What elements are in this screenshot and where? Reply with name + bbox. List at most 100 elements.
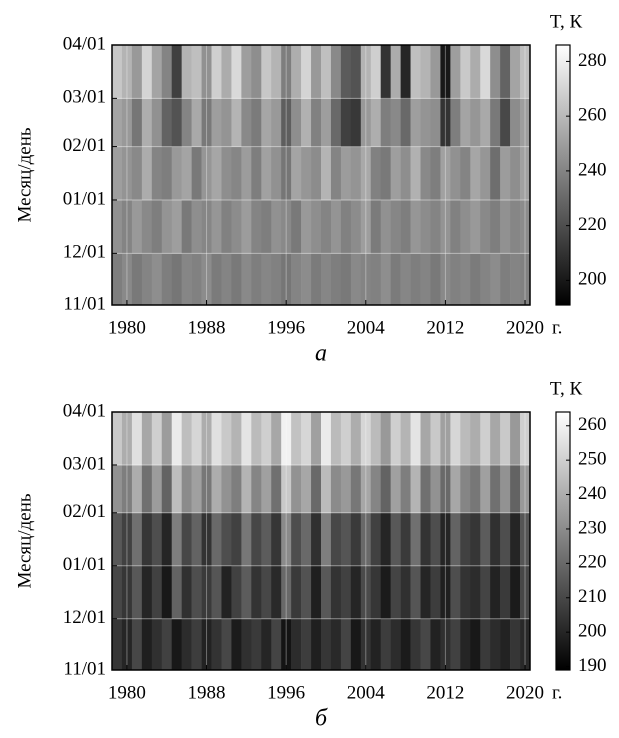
heatmap-cell [141,618,153,671]
colorbar-tick-label: 260 [578,105,607,126]
heatmap-cell [301,565,312,620]
heatmap-cell [201,98,212,147]
heatmap-cell [510,618,521,671]
heatmap-cell [221,512,232,567]
heatmap-cell [191,146,202,201]
heatmap-cell [500,45,511,99]
heatmap-cell [450,512,461,567]
heatmap-cell [520,45,531,99]
heatmap-cell [510,512,521,567]
heatmap-cell [480,146,491,201]
colorbar-tick-label: 230 [578,517,607,538]
heatmap-cell [440,199,451,254]
heatmap-cell [161,199,173,254]
heatmap-cell [360,199,372,254]
heatmap-cell [241,618,252,671]
heatmap-cell [330,199,342,254]
heatmap-cell [131,146,143,201]
heatmap-cell [340,412,352,466]
heatmap-cell [510,199,521,254]
heatmap-cell [510,45,521,99]
colorbar-tick-label: 280 [578,50,607,71]
heatmap-cell [301,45,312,99]
heatmap-cell [360,45,372,99]
heatmap-cell [141,146,153,201]
heatmap-cell [231,146,242,201]
heatmap-cell [291,464,302,514]
x-tick-label: 1988 [188,317,226,338]
heatmap-cell [301,253,312,306]
y-tick-label: 03/01 [63,87,106,108]
heatmap-cell [430,464,441,514]
heatmap-cell [131,253,143,306]
heatmap-cell [131,565,143,620]
heatmap-cell [390,253,401,306]
heatmap-cell [271,199,282,254]
heatmap-cell [131,618,143,671]
heatmap-cell [340,98,352,147]
heatmap-cell [500,512,511,567]
heatmap-cell [330,618,342,671]
heatmap-cell [450,98,461,147]
heatmap-cell [380,464,391,514]
heatmap-cell [271,146,282,201]
heatmap-cell [350,146,362,201]
heatmap-cell [370,45,382,99]
heatmap-cell [191,45,202,99]
heatmap-cell [201,412,212,466]
heatmap-cell [141,512,153,567]
heatmap-cell [191,253,202,306]
heatmap-cell [480,512,491,567]
heatmap-cell [171,464,182,514]
heatmap-cell [281,464,292,514]
heatmap-cell [251,146,262,201]
heatmap-cell [420,98,431,147]
heatmap-cell [520,98,531,147]
heatmap-cell [330,253,342,306]
heatmap-cell [460,45,471,99]
heatmap-cell [311,199,322,254]
heatmap-cell [171,199,182,254]
heatmap-cell [241,565,252,620]
heatmap-cell [161,618,173,671]
heatmap-cell [301,618,312,671]
heatmap-cell [291,146,302,201]
heatmap-cell [470,618,481,671]
heatmap-cell [360,412,372,466]
heatmap-cell [141,412,153,466]
heatmap-cell [181,565,192,620]
heatmap-cell [390,146,401,201]
heatmap-cell [490,618,501,671]
y-tick-label: 03/01 [63,453,106,474]
heatmap-cell [251,618,262,671]
heatmap-cell [350,199,362,254]
heatmap-cell [271,512,282,567]
heatmap-cell [340,146,352,201]
heatmap-cell [400,565,411,620]
heatmap-cell [231,565,242,620]
heatmap-cell [470,412,481,466]
heatmap-cell [201,45,212,99]
heatmap-cell [370,199,382,254]
heatmap-cell [380,253,391,306]
heatmap-cell [370,98,382,147]
colorbar-tick-label: 220 [578,552,607,573]
heatmap-cell [400,618,411,671]
heatmap-cell [400,45,411,99]
heatmap-cell [450,565,461,620]
heatmap-cell [201,146,212,201]
heatmap-cell [181,464,192,514]
heatmap-cell [470,45,481,99]
heatmap-cell [141,464,153,514]
heatmap-cell [211,98,222,147]
x-tick-label: 2020 [506,682,544,703]
heatmap-cell [430,45,441,99]
heatmap-cell [460,512,471,567]
heatmap-cell [231,199,242,254]
heatmap-cell [191,98,202,147]
heatmap-cell [141,253,153,306]
heatmap-cell [420,512,431,567]
heatmap-cell [500,253,511,306]
heatmap-cell [321,253,332,306]
